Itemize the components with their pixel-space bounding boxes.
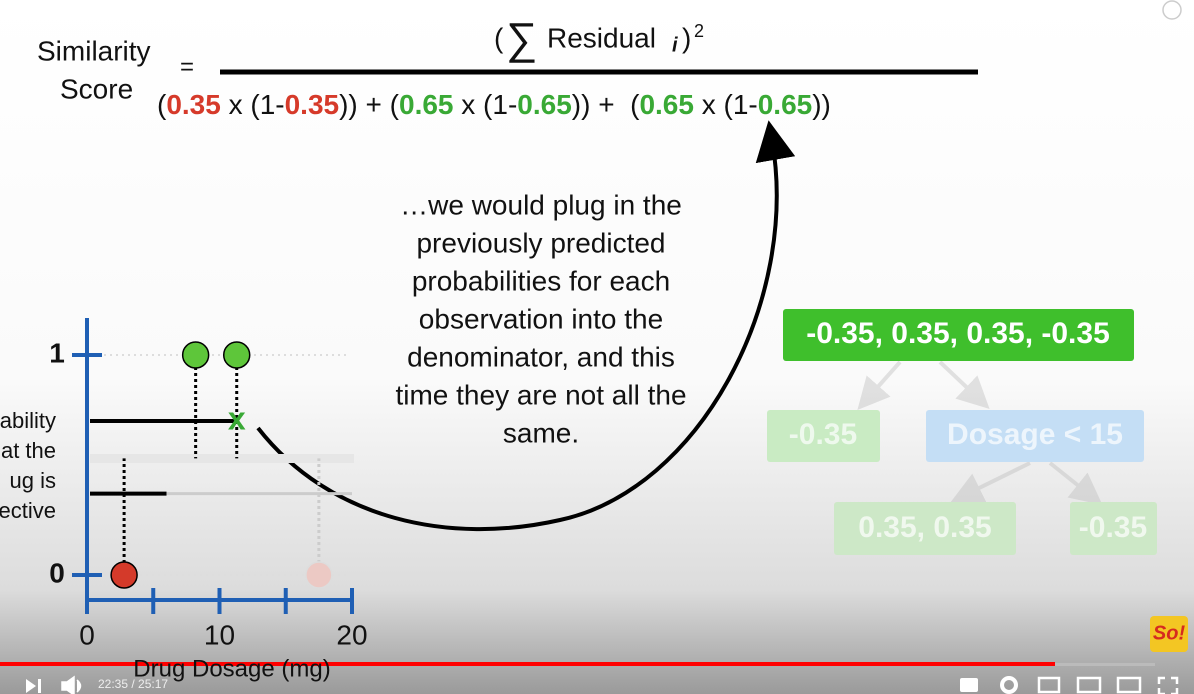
prediction-marker: x (228, 400, 246, 436)
label: ( (494, 22, 504, 53)
denominator-part: 0.35 (285, 89, 340, 120)
tree-node-label: Dosage < 15 (947, 418, 1123, 451)
data-point (110, 561, 138, 589)
caption-line: same. (503, 417, 579, 448)
label: Residual (547, 22, 656, 53)
denominator-part: ( (157, 89, 167, 120)
faded-tree (857, 360, 1103, 505)
y-axis-label: at the (1, 438, 56, 463)
split-node (926, 410, 1144, 462)
y-tick-label: 0 (49, 557, 65, 588)
next-button[interactable] (26, 679, 41, 693)
edge (950, 461, 1031, 503)
band (90, 454, 354, 463)
leaf-node (1070, 502, 1157, 555)
denominator-part: x (1- (694, 89, 758, 120)
y-axis-label: ug is (10, 468, 56, 493)
caption-line: probabilities for each (412, 265, 670, 296)
x-tick-label: 10 (204, 619, 235, 650)
fullscreen-button[interactable] (1157, 676, 1179, 694)
leaf-node (767, 410, 880, 462)
label: 2 (694, 21, 704, 41)
label: ∑ (506, 15, 537, 64)
x-tick-label: 20 (336, 619, 367, 650)
denominator-part: 0.65 (517, 89, 572, 120)
cast-button[interactable] (1116, 676, 1142, 694)
denominator-part: 0.35 (166, 89, 221, 120)
settings-button[interactable] (1000, 676, 1018, 694)
denominator-part: x (1- (221, 89, 285, 120)
tree-node-label: -0.35 (789, 418, 857, 451)
denominator: (0.35 x (1-0.35)) + (0.65 x (1-0.65)) + … (157, 89, 831, 120)
data-point (181, 341, 210, 369)
subtitles-button[interactable] (960, 678, 978, 692)
label: = (180, 53, 194, 80)
arrow (256, 120, 796, 532)
denominator-part: )) (812, 89, 831, 120)
tree-node-label: -0.35 (1079, 511, 1147, 544)
miniplayer-button[interactable] (1037, 676, 1061, 694)
edge (938, 360, 990, 410)
tree-node-label: -0.35, 0.35, 0.35, -0.35 (806, 317, 1110, 350)
tree-node-label: 0.35, 0.35 (858, 511, 991, 544)
data-point (305, 561, 333, 589)
y-tick-label: 1 (49, 337, 65, 368)
caption-line: previously predicted (416, 227, 665, 258)
label: i (672, 34, 678, 56)
info-button[interactable] (1162, 0, 1182, 20)
caption-line: …we would plug in the (400, 189, 682, 220)
caption-line: time they are not all the (395, 379, 686, 410)
edge (1048, 461, 1103, 505)
y-axis-label: obability (0, 408, 56, 433)
caption-line: observation into the (419, 303, 663, 334)
logo (1150, 616, 1188, 652)
theater-button[interactable] (1076, 676, 1102, 694)
edge (857, 360, 902, 410)
label: Score (60, 73, 133, 104)
denominator-part: )) + ( (572, 89, 640, 120)
root-node (783, 309, 1134, 361)
x-axis-label: Drug Dosage (mg) (133, 655, 330, 682)
label: ) (682, 22, 691, 53)
logo-text: So! (1153, 622, 1186, 644)
denominator-part: 0.65 (758, 89, 813, 120)
volume-button[interactable] (61, 675, 82, 694)
denominator-part: 0.65 (639, 89, 694, 120)
progress-bar[interactable] (0, 662, 1055, 666)
data-point (222, 341, 251, 369)
denominator-part: x (1- (454, 89, 518, 120)
y-axis-label: ective (0, 498, 56, 523)
caption-line: denominator, and this (407, 341, 675, 372)
time-display: 22:35 / 25:17 (98, 677, 168, 691)
x-tick-label: 0 (79, 619, 95, 650)
denominator-part: )) + ( (339, 89, 400, 120)
label: Similarity (37, 35, 151, 66)
leaf-node (834, 502, 1016, 555)
denominator-part: 0.65 (399, 89, 454, 120)
